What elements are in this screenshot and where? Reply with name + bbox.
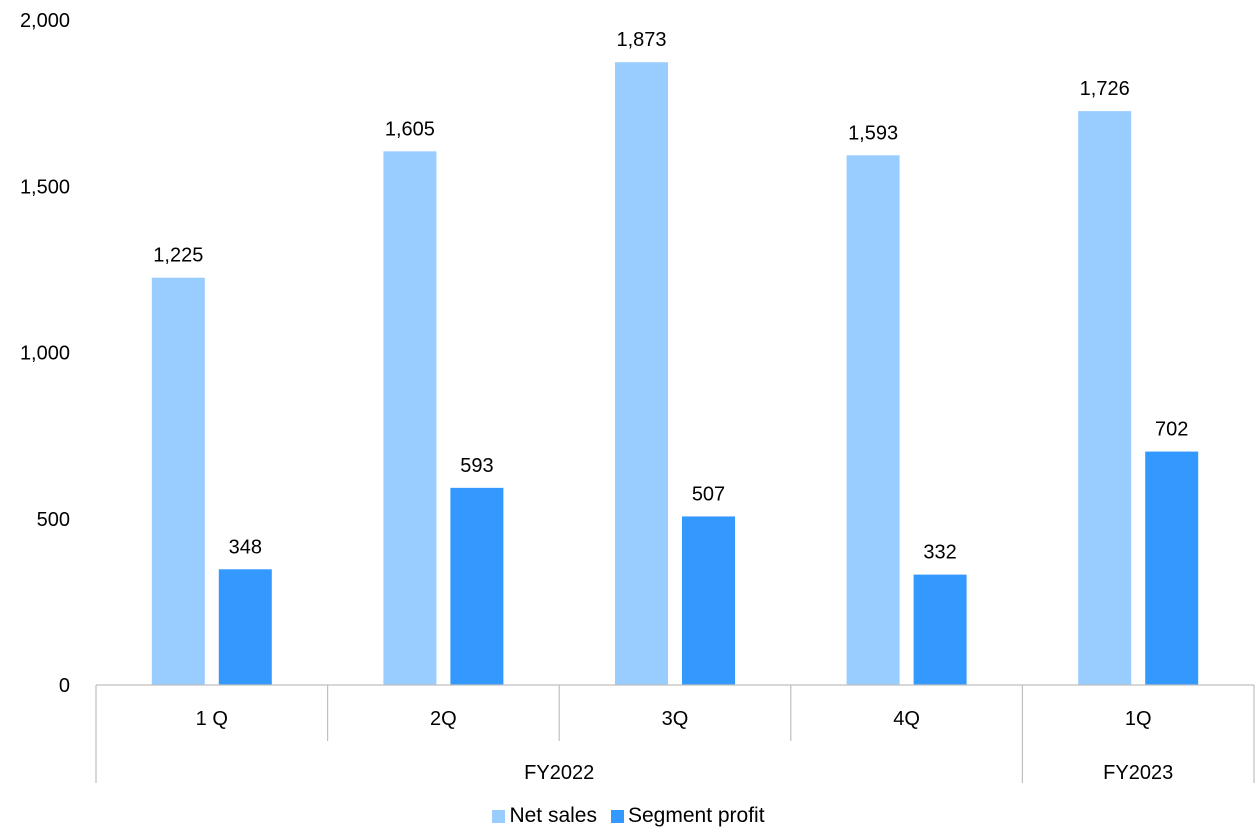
segment-profit-bar xyxy=(218,569,272,685)
data-labels: 1,225 348 1,605 593 1,873 507 1,593 332 1,726 702 xyxy=(153,29,1188,563)
net-sales-value-label: 1,605 xyxy=(385,118,435,140)
legend-item-net-sales: Net sales xyxy=(492,804,597,828)
y-tick-label: 0 xyxy=(59,675,70,697)
segment-profit-value-label: 332 xyxy=(923,542,956,564)
net-sales-value-label: 1,593 xyxy=(848,122,898,144)
segment-profit-bar xyxy=(450,487,504,685)
legend-swatch-net-sales xyxy=(492,809,506,823)
x-category-label: 4Q xyxy=(893,708,920,730)
x-category-label: 1Q xyxy=(1125,708,1152,730)
legend-label-segment-profit: Segment profit xyxy=(627,804,765,827)
net-sales-bar xyxy=(1078,111,1132,686)
x-group-label: FY2022 xyxy=(524,762,594,784)
x-axis-group-labels: FY2022 FY2023 xyxy=(524,762,1173,784)
legend-swatch-segment-profit xyxy=(610,809,624,823)
x-category-label: 1 Q xyxy=(196,708,228,730)
net-sales-value-label: 1,873 xyxy=(616,29,666,51)
net-sales-bar xyxy=(846,155,900,685)
legend-label-net-sales: Net sales xyxy=(509,804,597,827)
segment-profit-bar xyxy=(913,574,967,685)
y-axis-ticks: 0 500 1,000 1,500 2,000 xyxy=(20,10,70,697)
y-tick-label: 1,000 xyxy=(20,343,70,365)
y-tick-label: 2,000 xyxy=(20,10,70,32)
segment-profit-value-label: 702 xyxy=(1155,419,1188,441)
x-category-label: 3Q xyxy=(662,708,689,730)
net-sales-bar xyxy=(383,151,437,685)
x-axis xyxy=(95,684,1255,783)
net-sales-value-label: 1,726 xyxy=(1080,78,1130,100)
y-tick-label: 1,500 xyxy=(20,176,70,198)
x-group-label: FY2023 xyxy=(1103,762,1173,784)
y-tick-label: 500 xyxy=(37,509,70,531)
segment-profit-bar xyxy=(682,516,735,685)
segment-profit-value-label: 507 xyxy=(692,483,725,505)
x-axis-category-labels: 1 Q 2Q 3Q 4Q 1Q xyxy=(196,708,1152,730)
segment-profit-value-label: 593 xyxy=(460,455,493,477)
net-sales-value-label: 1,225 xyxy=(153,245,203,267)
segment-profit-bar xyxy=(1145,451,1199,685)
net-sales-bar xyxy=(151,277,205,685)
x-category-label: 2Q xyxy=(430,708,457,730)
legend: Net sales Segment profit xyxy=(0,804,1257,828)
segment-profit-value-label: 348 xyxy=(229,536,262,558)
bars xyxy=(151,62,1199,686)
net-sales-bar xyxy=(615,62,668,686)
legend-item-segment-profit: Segment profit xyxy=(610,804,765,828)
